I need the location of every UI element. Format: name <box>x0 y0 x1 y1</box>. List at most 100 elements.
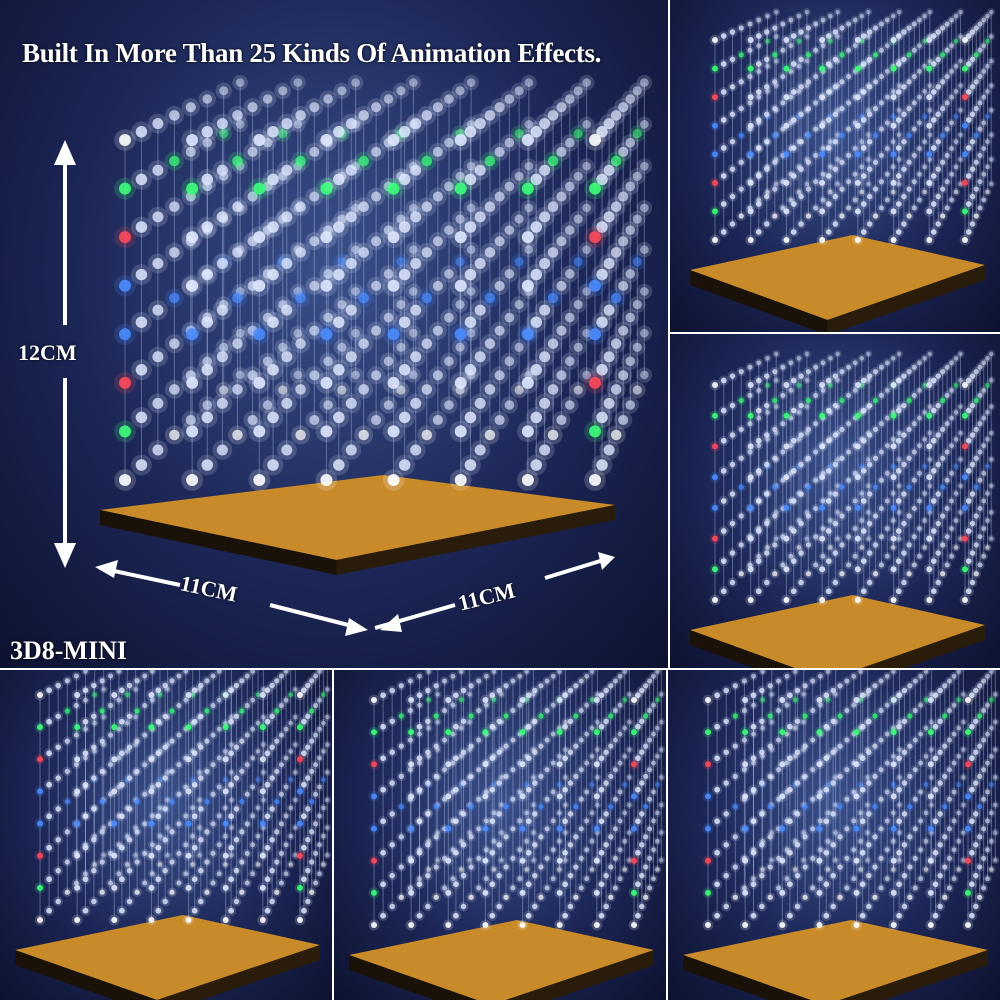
led <box>712 597 718 603</box>
led <box>647 767 653 773</box>
led <box>755 173 762 179</box>
led <box>977 562 983 568</box>
led-glow <box>803 180 811 188</box>
led <box>747 237 754 243</box>
led <box>295 247 306 258</box>
led <box>135 459 148 471</box>
led <box>142 732 148 738</box>
led <box>547 429 559 441</box>
led <box>783 37 790 43</box>
led <box>935 373 941 379</box>
animation-photo-3 <box>0 670 332 1000</box>
led <box>297 692 303 698</box>
led <box>985 383 990 388</box>
led <box>901 56 907 63</box>
led <box>301 718 307 725</box>
led <box>320 376 333 389</box>
led <box>55 775 61 781</box>
led <box>790 377 797 384</box>
led <box>433 743 439 749</box>
led <box>201 221 214 233</box>
led <box>819 504 826 511</box>
led <box>432 146 443 157</box>
led <box>223 833 228 839</box>
led <box>798 221 804 227</box>
led <box>92 692 97 698</box>
led <box>798 166 804 172</box>
led <box>729 84 736 90</box>
led <box>756 443 762 449</box>
led <box>421 247 433 258</box>
led <box>930 33 937 39</box>
led <box>764 221 770 227</box>
led <box>756 553 762 559</box>
led-glow <box>864 349 873 358</box>
led-glow <box>259 768 268 777</box>
led <box>417 702 422 708</box>
led <box>278 128 288 139</box>
led <box>944 562 950 568</box>
led <box>927 404 932 409</box>
led <box>765 13 770 19</box>
led <box>278 385 288 395</box>
led <box>765 356 770 361</box>
led <box>387 474 400 486</box>
led <box>640 203 649 213</box>
led <box>210 821 216 827</box>
led <box>755 377 762 384</box>
led <box>989 9 994 15</box>
led <box>185 756 192 763</box>
led <box>544 885 550 891</box>
led <box>612 885 618 891</box>
led <box>940 213 946 219</box>
led <box>712 412 718 419</box>
led <box>222 820 229 827</box>
led <box>835 9 840 15</box>
led <box>764 579 770 586</box>
led-glow <box>561 718 570 726</box>
led <box>584 789 590 795</box>
led <box>169 429 180 441</box>
led <box>962 443 968 450</box>
led <box>935 84 941 90</box>
led <box>780 126 786 132</box>
led <box>233 837 240 843</box>
led <box>949 69 955 74</box>
led <box>37 852 43 859</box>
led <box>73 703 79 709</box>
led <box>398 173 411 186</box>
led <box>454 134 467 146</box>
led <box>917 415 922 421</box>
led <box>965 117 972 123</box>
led <box>655 754 660 759</box>
led <box>459 754 464 759</box>
led <box>264 687 271 694</box>
led <box>101 687 106 692</box>
led <box>169 889 175 895</box>
led <box>940 426 946 433</box>
led <box>595 830 600 835</box>
led <box>866 111 873 118</box>
led <box>878 21 884 27</box>
led <box>474 351 486 363</box>
led <box>305 713 311 720</box>
led <box>940 542 946 548</box>
led <box>468 743 474 749</box>
led <box>627 775 632 780</box>
led <box>747 94 754 101</box>
led <box>852 387 858 393</box>
led <box>622 810 627 816</box>
led <box>965 145 972 151</box>
led <box>119 376 131 389</box>
led <box>455 299 465 310</box>
led <box>832 111 839 118</box>
led <box>126 867 133 874</box>
led <box>578 767 584 773</box>
led <box>111 724 118 731</box>
led <box>958 83 963 88</box>
led-glow <box>561 828 570 837</box>
led <box>442 678 448 684</box>
led <box>866 108 871 113</box>
led <box>521 425 534 438</box>
led <box>152 351 164 363</box>
